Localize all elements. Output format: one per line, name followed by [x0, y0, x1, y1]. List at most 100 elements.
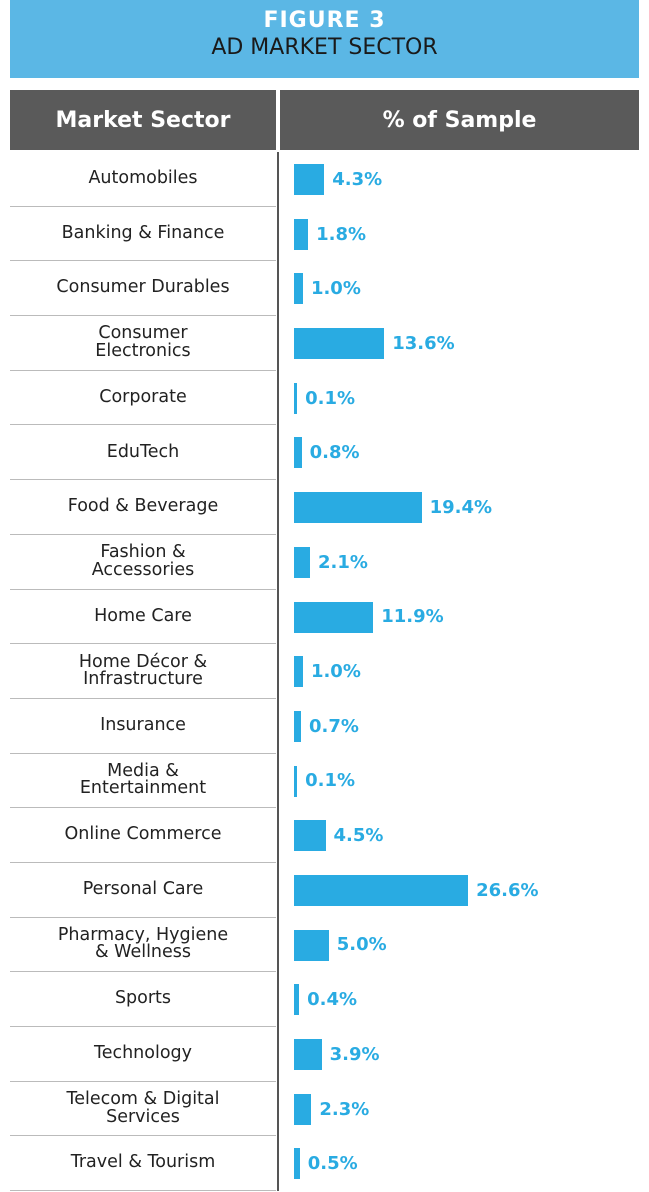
value-label: 4.3%	[332, 168, 383, 190]
value-label: 1.0%	[310, 661, 361, 683]
bar	[294, 1093, 312, 1125]
value-label: 19.4%	[429, 496, 493, 518]
row: Banking & Finance 1.8%	[10, 206, 639, 262]
divider	[277, 206, 279, 262]
value-label: 0.1%	[305, 387, 356, 409]
bar	[294, 874, 469, 906]
value-label: 0.5%	[307, 1153, 358, 1175]
category-label: Pharmacy, Hygiene & Wellness	[10, 918, 276, 973]
bar	[294, 820, 326, 852]
row: Online Commerce 4.5%	[10, 808, 639, 863]
divider	[277, 534, 279, 590]
row: Sports 0.4%	[10, 972, 639, 1027]
row: Consumer Durables 1.0%	[10, 261, 639, 317]
row: Food & Beverage 19.4%	[10, 480, 639, 535]
row: Automobiles 4.3%	[10, 152, 639, 207]
divider	[277, 480, 279, 535]
row: Home Care 11.9%	[10, 589, 639, 645]
divider	[277, 862, 279, 918]
bar	[294, 1148, 300, 1180]
category-label: Technology	[10, 1027, 276, 1082]
row: Travel & Tourism 0.5%	[10, 1136, 639, 1192]
row: Telecom & Digital Services 2.3%	[10, 1081, 639, 1137]
chart-title: FIGURE 3	[263, 8, 386, 33]
bar	[294, 601, 374, 633]
value-header: % of Sample	[280, 90, 639, 150]
divider	[277, 589, 279, 645]
category-label: Fashion & Accessories	[10, 535, 276, 590]
category-header: Market Sector	[10, 90, 276, 150]
value-label: 0.1%	[305, 770, 356, 792]
divider	[277, 370, 279, 426]
category-label: Insurance	[10, 699, 276, 754]
category-label: Banking & Finance	[10, 207, 276, 262]
bar	[294, 382, 298, 414]
bar	[294, 765, 298, 797]
category-label: EduTech	[10, 425, 276, 481]
category-label: Home Care	[10, 590, 276, 645]
value-label: 4.5%	[333, 825, 384, 847]
divider	[277, 808, 279, 863]
bar	[294, 984, 300, 1016]
bar	[294, 437, 302, 469]
divider	[277, 698, 279, 754]
row: Personal Care 26.6%	[10, 862, 639, 918]
bar	[294, 546, 311, 578]
bar	[294, 929, 329, 961]
row: Fashion & Accessories 2.1%	[10, 534, 639, 590]
value-label: 1.0%	[310, 278, 361, 300]
category-label: Telecom & Digital Services	[10, 1082, 276, 1137]
category-label: Media & Entertainment	[10, 754, 276, 809]
bar	[294, 273, 303, 305]
row: Pharmacy, Hygiene & Wellness 5.0%	[10, 917, 639, 973]
row: Consumer Electronics 13.6%	[10, 316, 639, 371]
value-label: 2.1%	[318, 551, 368, 573]
category-label: Food & Beverage	[10, 480, 276, 535]
divider	[277, 1081, 279, 1137]
divider	[277, 972, 279, 1027]
bar	[294, 492, 422, 524]
chart-subtitle: AD MARKET SECTOR	[211, 35, 438, 60]
category-label: Sports	[10, 972, 276, 1027]
rows: Automobiles 4.3% Banking & Finance 1.8% Cons…	[10, 152, 639, 1192]
value-label: 0.7%	[309, 715, 359, 737]
divider	[277, 425, 279, 481]
row: EduTech 0.8%	[10, 425, 639, 481]
title-banner: FIGURE 3 AD MARKET SECTOR	[10, 0, 639, 78]
divider	[277, 917, 279, 973]
row: Technology 3.9%	[10, 1027, 639, 1082]
category-label: Consumer Durables	[10, 261, 276, 317]
bar	[294, 164, 325, 195]
bar	[294, 656, 303, 688]
value-label: 3.9%	[329, 1043, 380, 1065]
value-label: 5.0%	[336, 934, 387, 956]
value-label: 13.6%	[392, 332, 455, 354]
category-label: Automobiles	[10, 152, 276, 207]
divider	[277, 152, 279, 207]
category-label: Personal Care	[10, 863, 276, 918]
bar	[294, 328, 385, 360]
category-label: Home Décor & Infrastructure	[10, 644, 276, 699]
value-label: 2.3%	[319, 1098, 370, 1120]
divider	[277, 1136, 279, 1192]
value-label: 1.8%	[316, 223, 367, 245]
row: Media & Entertainment 0.1%	[10, 753, 639, 809]
bar	[294, 1039, 322, 1070]
row: Insurance 0.7%	[10, 698, 639, 754]
bar	[294, 218, 309, 250]
value-label: 26.6%	[476, 879, 539, 901]
divider	[277, 644, 279, 699]
divider	[277, 261, 279, 317]
value-label: 11.9%	[381, 606, 444, 628]
category-label: Corporate	[10, 371, 276, 426]
value-label: 0.4%	[307, 989, 357, 1011]
row: Home Décor & Infrastructure 1.0%	[10, 644, 639, 699]
divider	[277, 753, 279, 809]
category-label: Online Commerce	[10, 808, 276, 863]
bar	[294, 710, 301, 742]
divider	[277, 316, 279, 371]
category-label: Travel & Tourism	[10, 1136, 276, 1192]
divider	[277, 1027, 279, 1082]
category-label: Consumer Electronics	[10, 316, 276, 371]
